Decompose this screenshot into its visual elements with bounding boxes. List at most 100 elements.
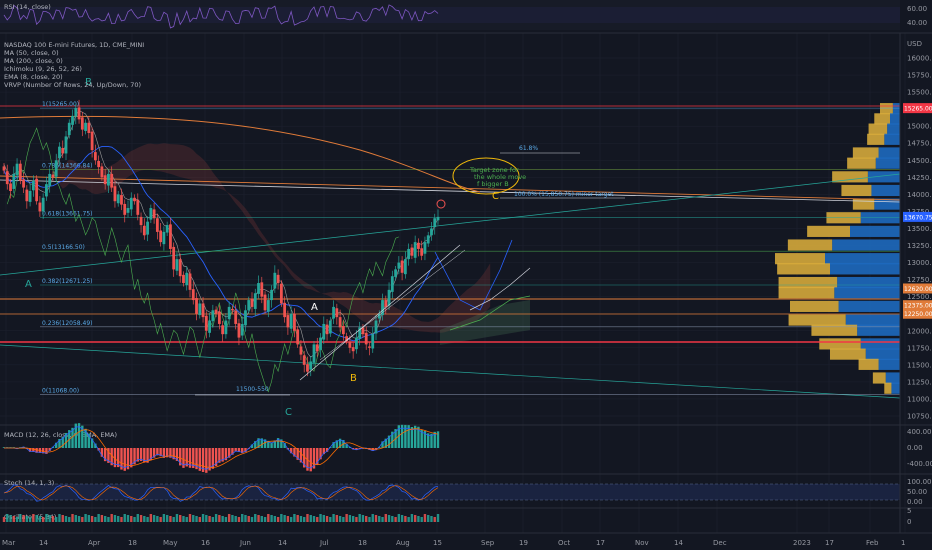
oscillator-bar bbox=[407, 517, 410, 522]
candle-body bbox=[133, 197, 136, 202]
macd-bar bbox=[430, 433, 433, 448]
candle-body bbox=[381, 300, 384, 316]
macd-bar bbox=[97, 448, 100, 451]
macd-bar bbox=[260, 438, 263, 448]
price-tag bbox=[903, 283, 932, 294]
price-tag bbox=[903, 308, 932, 319]
macd-bar bbox=[201, 448, 205, 473]
candle-body bbox=[387, 289, 391, 306]
oscillator-bar bbox=[87, 515, 91, 522]
macd-bar bbox=[214, 448, 218, 466]
candle-body bbox=[358, 327, 362, 339]
target-circle bbox=[436, 199, 446, 209]
macd-bar bbox=[192, 448, 195, 469]
oscillator-bar bbox=[365, 516, 368, 522]
macd-bar bbox=[45, 448, 48, 454]
candle-body bbox=[276, 274, 280, 284]
oscillator-bar bbox=[214, 514, 218, 522]
oscillator-bar bbox=[12, 516, 15, 522]
macd-bar bbox=[172, 448, 175, 460]
oscillator-bar bbox=[143, 516, 146, 522]
price-tick: 16000.00 bbox=[907, 55, 932, 63]
macd-bar bbox=[316, 448, 319, 465]
oscillator-bar bbox=[28, 517, 32, 522]
price-tick: 13000.00 bbox=[907, 259, 932, 267]
macd-bar bbox=[32, 448, 35, 452]
oscillator-bar bbox=[84, 514, 87, 522]
volume-profile-up-bar bbox=[891, 382, 900, 394]
stoch-d-line bbox=[3, 485, 439, 501]
stoch-tick-0: 0.00 bbox=[907, 498, 923, 506]
candle-body bbox=[273, 272, 277, 289]
candle-body bbox=[67, 122, 71, 136]
candle-body bbox=[195, 298, 198, 314]
candle-body bbox=[302, 355, 306, 365]
macd-bar bbox=[156, 448, 159, 456]
macd-bar bbox=[241, 448, 244, 454]
candle-body bbox=[22, 179, 25, 188]
candle-body bbox=[110, 173, 114, 188]
price-tag-label: 12620.00 bbox=[904, 286, 932, 293]
macd-bar bbox=[139, 448, 143, 462]
candle-body bbox=[146, 221, 149, 235]
candle-body bbox=[364, 332, 368, 345]
oscillator-bar bbox=[378, 516, 381, 522]
oscillator-bar bbox=[58, 514, 61, 522]
candle-body bbox=[159, 230, 163, 243]
oscillator-bar bbox=[309, 515, 312, 522]
macd-bar bbox=[231, 448, 234, 455]
candle-body bbox=[123, 203, 127, 215]
macd-tick-0: 0.00 bbox=[907, 444, 923, 452]
oscillator-bar bbox=[404, 516, 407, 522]
macd-bar bbox=[113, 448, 117, 468]
macd-bar bbox=[71, 427, 74, 448]
candle-body bbox=[221, 325, 225, 335]
fib-level-label: 0.5(13166.50) bbox=[42, 244, 85, 251]
oscillator-bar bbox=[299, 516, 303, 522]
candle-body bbox=[35, 178, 39, 202]
candle-body bbox=[253, 293, 257, 309]
macd-bar bbox=[338, 438, 342, 448]
volume-profile-down-bar bbox=[874, 113, 890, 125]
candle-body bbox=[312, 344, 316, 363]
volume-profile-up-bar bbox=[878, 147, 900, 159]
candle-body bbox=[136, 199, 140, 215]
oscillator-bar bbox=[237, 517, 241, 522]
macd-bar bbox=[387, 435, 391, 448]
oscillator-bar bbox=[231, 515, 234, 522]
macd-bar bbox=[81, 425, 84, 448]
candle-body bbox=[417, 242, 420, 249]
candle-body bbox=[175, 259, 179, 271]
candle-body bbox=[165, 225, 169, 233]
candle-body bbox=[41, 197, 45, 212]
indicator-legend: MA (50, close, 0)MA (200, close, 0)Ichim… bbox=[4, 49, 141, 89]
teal-trend-line-2 bbox=[0, 344, 901, 399]
oscillator-bar bbox=[374, 515, 378, 522]
oscillator-bar bbox=[296, 515, 299, 522]
candle-body bbox=[54, 160, 58, 177]
candle-body bbox=[97, 160, 101, 168]
time-tick: 18 bbox=[358, 539, 367, 547]
macd-bar bbox=[293, 448, 296, 457]
wave-label-A-minor: A bbox=[311, 302, 318, 313]
volume-profile-down-bar bbox=[880, 103, 893, 115]
candle-body bbox=[400, 260, 404, 273]
candle-body bbox=[129, 197, 133, 210]
teal-trend-line bbox=[0, 173, 901, 276]
projection-line-white bbox=[469, 267, 531, 311]
candle-body bbox=[18, 163, 22, 181]
fib-level-label: 0(11068.00) bbox=[42, 387, 79, 394]
volume-profile-up-bar bbox=[830, 263, 900, 275]
macd-bar bbox=[149, 448, 153, 461]
candle-body bbox=[309, 361, 313, 370]
oscillator-bar bbox=[165, 515, 169, 522]
macd-bar bbox=[237, 448, 241, 453]
candle-body bbox=[279, 283, 283, 304]
oscillator-bar bbox=[335, 515, 339, 522]
macd-bar bbox=[410, 427, 414, 448]
price-tick: 11750.00 bbox=[907, 344, 932, 352]
macd-bar bbox=[100, 448, 104, 457]
volume-profile-up-bar bbox=[845, 314, 900, 326]
price-pane[interactable]: 1(15265.00) 0.786(14366.84) 0.618(13661.75… bbox=[0, 41, 932, 421]
